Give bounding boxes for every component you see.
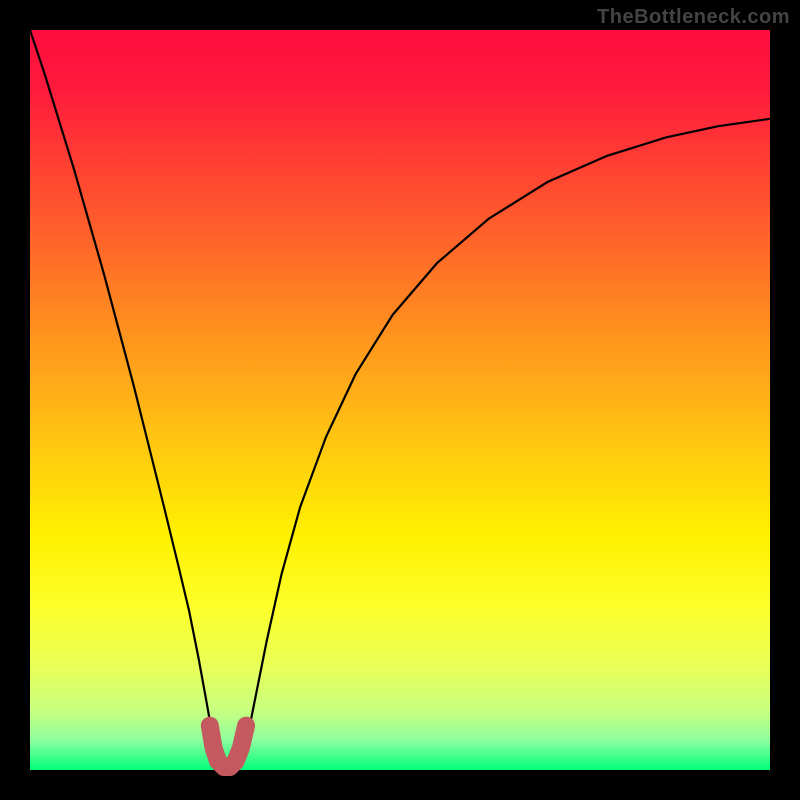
plot-background-gradient bbox=[30, 30, 770, 770]
bottleneck-chart bbox=[0, 0, 800, 800]
chart-stage: TheBottleneck.com bbox=[0, 0, 800, 800]
watermark-text: TheBottleneck.com bbox=[597, 6, 790, 29]
